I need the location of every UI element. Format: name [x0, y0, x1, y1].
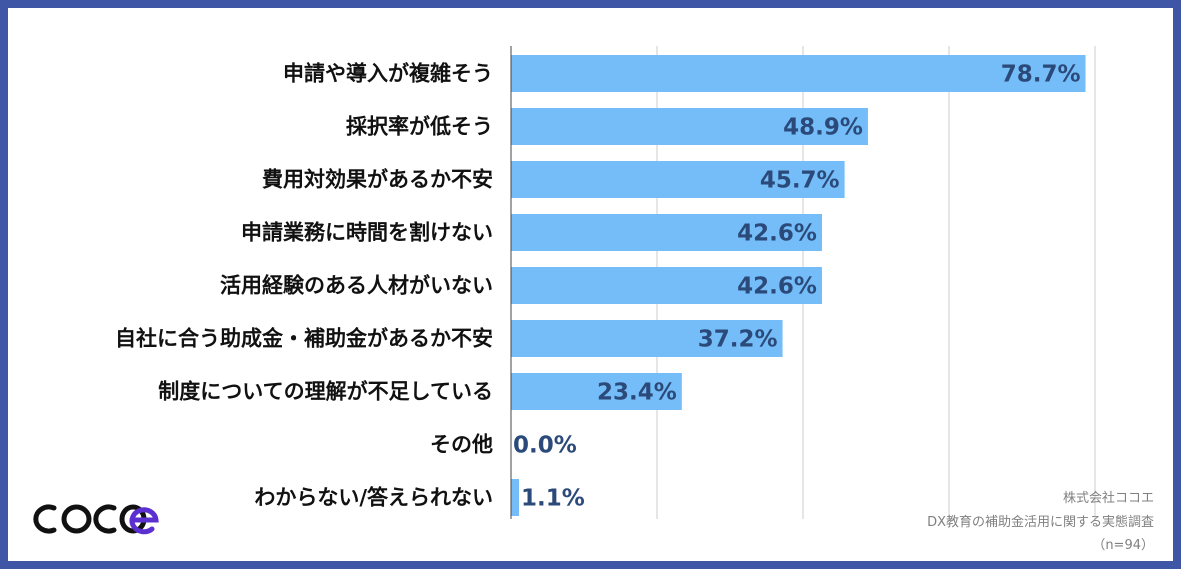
category-label-6: 制度についての理解が不足している	[158, 380, 493, 404]
category-label-0: 申請や導入が複雑そう	[283, 62, 493, 86]
cocoe-logo	[28, 498, 160, 544]
bar-3	[511, 214, 822, 251]
value-label-8: 1.1%	[521, 486, 585, 512]
credit-company: 株式会社ココエ	[1062, 491, 1154, 506]
bar-6	[511, 373, 682, 410]
logo-letter-e	[129, 507, 159, 535]
category-label-8: わからない/答えられない	[254, 486, 493, 510]
chart-card: 申請や導入が複雑そう採択率が低そう費用対効果があるか不安申請業務に時間を割けない…	[8, 8, 1173, 561]
category-label-7: その他	[430, 433, 493, 457]
bar-chart: 申請や導入が複雑そう採択率が低そう費用対効果があるか不安申請業務に時間を割けない…	[115, 46, 1096, 519]
credit-survey: DX教育の補助金活用に関する実態調査	[927, 515, 1154, 530]
value-labels: 78.7% 48.9% 45.7% 42.6% 42.6% 37.2% 23.4% 0.0% 1…	[513, 62, 1081, 512]
category-label-4: 活用経験のある人材がいない	[220, 274, 493, 298]
category-label-2: 費用対効果があるか不安	[262, 168, 493, 192]
category-label-3: 申請業務に時間を割けない	[241, 221, 493, 245]
bar-0	[511, 55, 1086, 92]
bar-1	[511, 108, 868, 145]
category-label-1: 採択率が低そう	[346, 115, 493, 139]
value-label-3: 42.6%	[737, 221, 817, 247]
value-label-7: 0.0%	[513, 433, 577, 459]
bars	[511, 55, 1086, 516]
value-label-5: 37.2%	[698, 327, 778, 353]
value-label-4: 42.6%	[737, 274, 817, 300]
logo-letter-c2	[93, 504, 117, 534]
category-label-5: 自社に合う助成金・補助金があるか不安	[115, 327, 493, 351]
bar-5	[511, 320, 783, 357]
bar-4	[511, 267, 822, 304]
value-label-0: 78.7%	[1001, 62, 1081, 88]
bar-8	[511, 479, 520, 516]
credit-sample: （n=94）	[1092, 538, 1154, 553]
logo-letter-o1	[61, 504, 92, 534]
logo-letter-c1	[33, 504, 57, 534]
category-labels: 申請や導入が複雑そう採択率が低そう費用対効果があるか不安申請業務に時間を割けない…	[115, 62, 493, 510]
bar-2	[511, 161, 845, 198]
value-label-6: 23.4%	[597, 380, 677, 406]
value-label-1: 48.9%	[783, 115, 863, 141]
value-label-2: 45.7%	[760, 168, 840, 194]
